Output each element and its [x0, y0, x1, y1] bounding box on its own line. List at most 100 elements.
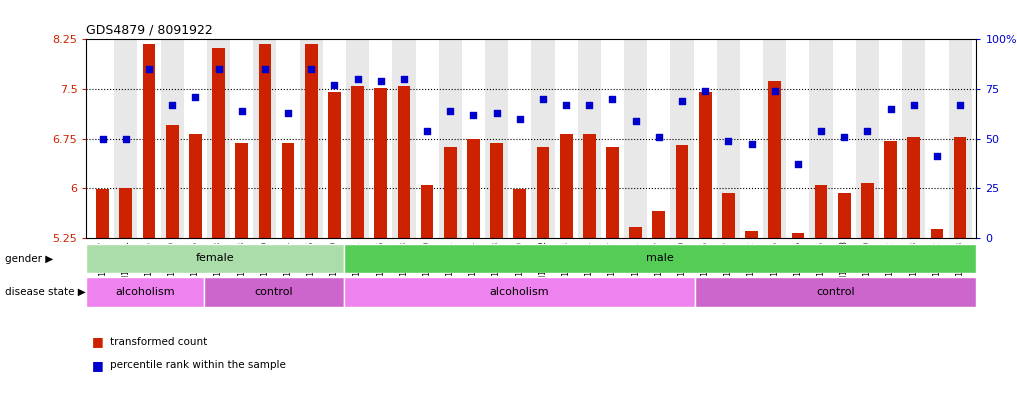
Bar	[554, 39, 578, 238]
Text: transformed count: transformed count	[110, 337, 207, 347]
Point	[905, 102, 921, 108]
Point	[813, 127, 829, 134]
Bar	[902, 39, 925, 238]
Bar	[578, 39, 601, 238]
Bar	[670, 39, 694, 238]
Point	[720, 138, 736, 144]
Bar	[514, 189, 526, 238]
Bar	[861, 183, 874, 238]
Bar	[954, 136, 966, 238]
Bar	[213, 48, 225, 238]
Bar	[258, 44, 272, 238]
Bar	[786, 39, 810, 238]
Bar	[508, 39, 531, 238]
Text: female: female	[196, 253, 235, 263]
Bar	[490, 143, 503, 238]
Bar	[166, 125, 179, 238]
Bar	[421, 185, 433, 238]
Text: alcoholism: alcoholism	[115, 287, 175, 297]
Point	[164, 102, 180, 108]
Point	[604, 95, 620, 102]
Point	[466, 112, 482, 118]
Bar	[925, 39, 949, 238]
Point	[234, 108, 250, 114]
Bar	[374, 88, 387, 238]
Bar	[907, 136, 920, 238]
Bar	[838, 193, 850, 238]
FancyBboxPatch shape	[344, 244, 976, 273]
Bar	[675, 145, 689, 238]
Bar	[745, 231, 758, 238]
Bar	[768, 81, 781, 238]
Bar	[722, 193, 734, 238]
Bar	[114, 39, 137, 238]
Bar	[277, 39, 300, 238]
Point	[697, 88, 713, 94]
Point	[627, 118, 644, 124]
Bar	[763, 39, 786, 238]
Bar	[879, 39, 902, 238]
Point	[581, 102, 597, 108]
Bar	[601, 39, 624, 238]
Point	[326, 82, 343, 88]
Point	[859, 127, 876, 134]
Bar	[630, 226, 642, 238]
FancyBboxPatch shape	[86, 277, 203, 307]
Text: GDS4879 / 8091922: GDS4879 / 8091922	[86, 24, 214, 37]
Point	[767, 88, 783, 94]
Bar	[624, 39, 647, 238]
Bar	[462, 39, 485, 238]
Point	[743, 141, 760, 148]
Bar	[300, 39, 322, 238]
Bar	[305, 44, 317, 238]
Text: percentile rank within the sample: percentile rank within the sample	[110, 360, 286, 371]
Point	[558, 102, 575, 108]
Point	[674, 98, 691, 104]
Bar	[485, 39, 508, 238]
Point	[256, 66, 273, 72]
Bar	[369, 39, 393, 238]
FancyBboxPatch shape	[203, 277, 344, 307]
Point	[488, 110, 504, 116]
Bar	[717, 39, 740, 238]
Text: disease state ▶: disease state ▶	[5, 287, 85, 297]
Point	[512, 116, 528, 122]
Bar	[189, 134, 201, 238]
Point	[883, 106, 899, 112]
Point	[952, 102, 968, 108]
Bar	[346, 39, 369, 238]
Bar	[119, 188, 132, 238]
Text: control: control	[817, 287, 855, 297]
Text: male: male	[647, 253, 674, 263]
Bar	[322, 39, 346, 238]
Bar	[606, 147, 619, 238]
Bar	[235, 143, 248, 238]
Bar	[398, 86, 410, 238]
Bar	[161, 39, 184, 238]
Bar	[791, 233, 804, 238]
FancyBboxPatch shape	[86, 244, 344, 273]
Bar	[815, 185, 828, 238]
Text: alcoholism: alcoholism	[490, 287, 549, 297]
Bar	[694, 39, 717, 238]
Bar	[443, 147, 457, 238]
FancyBboxPatch shape	[344, 277, 696, 307]
Point	[211, 66, 227, 72]
Point	[929, 153, 945, 160]
Bar	[531, 39, 554, 238]
Point	[651, 133, 667, 140]
Text: gender ▶: gender ▶	[5, 253, 53, 264]
Bar	[230, 39, 253, 238]
Point	[95, 135, 111, 141]
Bar	[351, 86, 364, 238]
Text: ■: ■	[92, 335, 107, 349]
Bar	[206, 39, 230, 238]
Bar	[467, 138, 480, 238]
Bar	[583, 134, 596, 238]
Point	[350, 76, 366, 82]
Point	[535, 95, 551, 102]
Bar	[184, 39, 206, 238]
Bar	[810, 39, 833, 238]
Point	[118, 135, 134, 141]
Bar	[653, 211, 665, 238]
